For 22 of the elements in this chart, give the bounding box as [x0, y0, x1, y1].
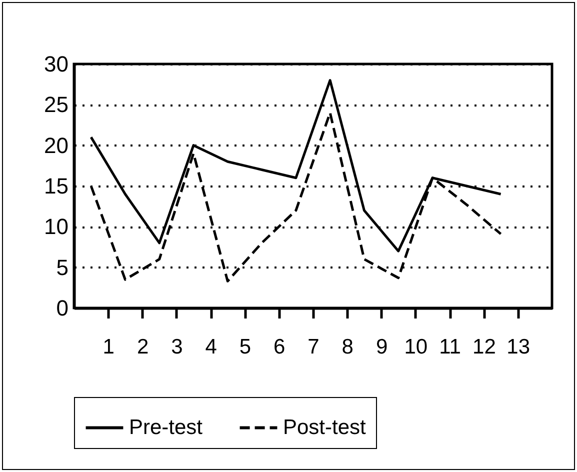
x-tick-label: 13	[506, 336, 530, 358]
y-tick-label: 25	[44, 92, 68, 118]
x-tick-label: 1	[102, 336, 114, 358]
x-tick-label: 3	[171, 336, 183, 358]
y-tick-label: 20	[44, 132, 68, 158]
legend-label: Pre-test	[129, 416, 203, 439]
x-tick-label: 6	[274, 336, 286, 358]
y-tick-label: 10	[44, 214, 68, 240]
x-tick-label: 5	[239, 336, 252, 358]
x-tick-label: 7	[308, 336, 320, 358]
y-tick-label: 0	[56, 296, 68, 320]
y-tick-label: 5	[56, 254, 68, 280]
x-tick-label: 2	[136, 336, 149, 358]
x-tick-label: 10	[404, 336, 428, 358]
x-tick-label: 12	[472, 336, 496, 358]
x-tick-label: 4	[205, 336, 218, 358]
x-tick-label: 8	[342, 336, 354, 358]
y-tick-label: 30	[44, 52, 68, 76]
x-tick-label: 9	[376, 336, 388, 358]
y-tick-label: 15	[44, 174, 68, 198]
x-tick-label: 11	[439, 336, 461, 358]
legend-label: Post-test	[283, 416, 366, 439]
